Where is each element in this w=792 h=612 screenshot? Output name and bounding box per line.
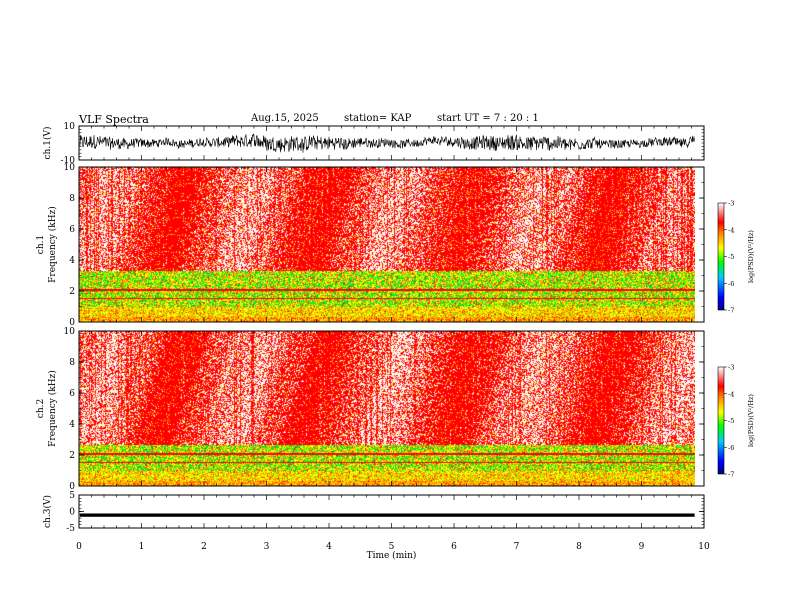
y-tick-label: 10 xyxy=(64,163,76,173)
ch1-colorbar-gradient xyxy=(717,202,725,311)
ch2-colorbar-tick-label: -5 xyxy=(728,417,734,425)
y-tick-label: 0 xyxy=(69,318,75,328)
ch1-voltage-ylabel: ch.1(V) xyxy=(42,127,53,160)
x-tick-label: 6 xyxy=(451,542,457,552)
y-tick-label: 10 xyxy=(64,122,76,132)
y-tick-label: 2 xyxy=(69,287,75,297)
y-tick-label: 4 xyxy=(69,420,75,430)
ch2-spectrogram-panel: 0 2 4 6 8 10 ch.2 Frequency (kHz) xyxy=(36,327,705,492)
x-tick-label: 7 xyxy=(514,542,520,552)
y-tick-label: -5 xyxy=(66,524,75,534)
ch2-spectrogram-ylabel: Frequency (kHz) xyxy=(47,370,58,447)
x-tick-label: 0 xyxy=(76,542,82,552)
ch3-voltage-ylabel: ch.3(V) xyxy=(42,495,53,528)
ch2-colorbar-gradient xyxy=(717,366,725,475)
ch3-signal-band xyxy=(80,513,695,517)
ch2-colorbar-tick-label: -7 xyxy=(728,471,734,479)
y-tick-label: 2 xyxy=(69,451,75,461)
y-tick-label: 0 xyxy=(69,482,75,492)
x-tick-label: 10 xyxy=(698,542,710,552)
x-tick-label: 8 xyxy=(576,542,582,552)
y-tick-label: 8 xyxy=(69,358,75,368)
ch1-colorbar-tick-label: -5 xyxy=(728,253,734,261)
ch2-colorbar-tick-label: -6 xyxy=(728,444,734,452)
ch1-spectrogram-ylabel: Frequency (kHz) xyxy=(47,206,58,283)
start-time-label: start UT = 7 : 20 : 1 xyxy=(437,113,539,124)
ch1-colorbar-tick-label: -4 xyxy=(728,226,734,234)
x-tick-label: 9 xyxy=(639,542,645,552)
time-axis: 0 1 2 3 4 5 6 7 8 9 10 Time (min) xyxy=(76,542,710,561)
x-tick-label: 3 xyxy=(264,542,270,552)
ch2-colorbar-tick-label: -4 xyxy=(728,390,734,398)
ch1-spectrogram-ylabel-channel: ch.1 xyxy=(36,235,46,254)
ch2-colorbar-label: log(PSD)(V²/Hz) xyxy=(747,394,755,447)
y-tick-label: 5 xyxy=(69,491,75,501)
chart-title: VLF Spectra xyxy=(79,113,149,126)
ch1-spectrogram-panel: 0 2 4 6 8 10 ch.1 Frequency (kHz) xyxy=(36,163,705,328)
y-tick-label: 10 xyxy=(64,327,76,337)
date-label: Aug.15, 2025 xyxy=(251,113,319,124)
x-axis-label: Time (min) xyxy=(367,550,417,561)
ch2-spectrogram-image xyxy=(79,331,695,486)
ch1-colorbar-label: log(PSD)(V²/Hz) xyxy=(747,230,755,283)
ch1-colorbar-tick-label: -6 xyxy=(728,280,734,288)
ch1-waveform-line xyxy=(79,133,695,153)
ch1-colorbar: -3 -4 -5 -6 -7 log(PSD)(V²/Hz) xyxy=(717,200,755,315)
y-tick-label: 0 xyxy=(69,508,75,518)
x-tick-label: 4 xyxy=(326,542,332,552)
ch2-spectrogram-ylabel-channel: ch.2 xyxy=(36,399,46,418)
y-tick-label: 4 xyxy=(69,256,75,266)
ch2-colorbar-tick-label: -3 xyxy=(728,364,734,372)
y-tick-label: -10 xyxy=(61,156,76,166)
ch1-colorbar-tick-label: -7 xyxy=(728,307,734,315)
y-tick-label: 6 xyxy=(69,389,75,399)
x-tick-label: 1 xyxy=(139,542,145,552)
ch1-colorbar-tick-label: -3 xyxy=(728,200,734,208)
y-tick-label: 8 xyxy=(69,194,75,204)
x-tick-label: 5 xyxy=(389,542,395,552)
ch3-voltage-panel: 5 0 -5 ch.3(V) xyxy=(42,491,705,534)
station-label: station= KAP xyxy=(344,113,412,124)
ch2-colorbar: -3 -4 -5 -6 -7 log(PSD)(V²/Hz) xyxy=(717,364,755,479)
x-tick-label: 2 xyxy=(201,542,207,552)
ch1-spectrogram-image xyxy=(79,167,695,322)
y-tick-label: 6 xyxy=(69,225,75,235)
ch1-voltage-panel: 10 -10 ch.1(V) xyxy=(42,122,705,166)
